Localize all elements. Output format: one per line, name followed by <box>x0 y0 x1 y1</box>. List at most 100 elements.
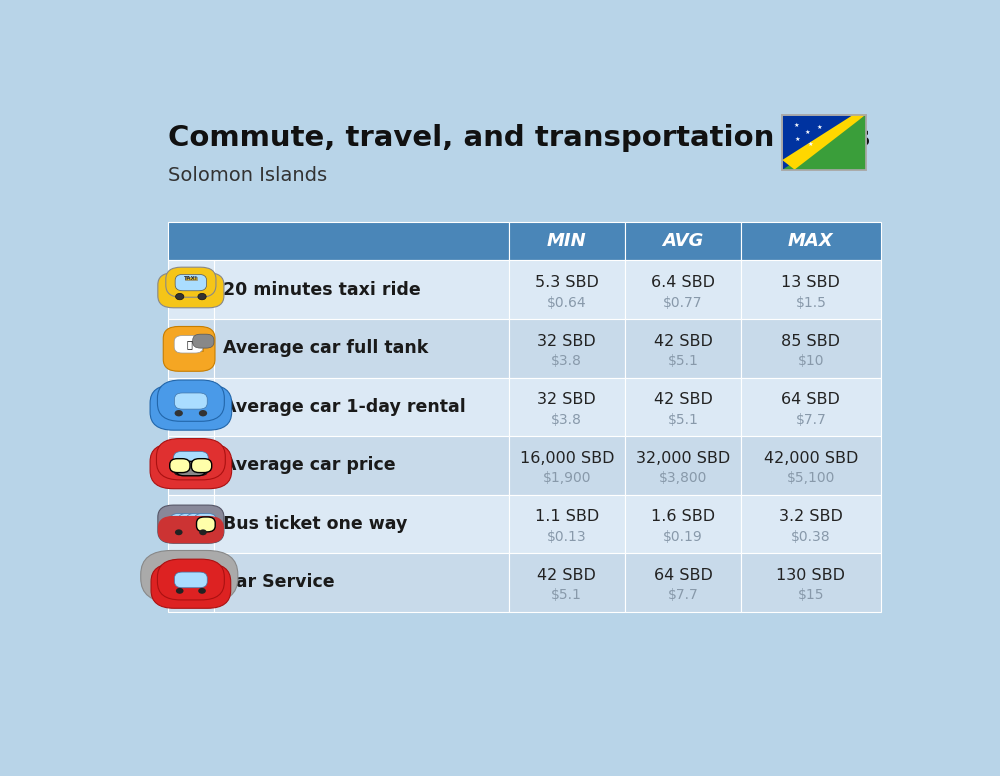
Circle shape <box>176 293 184 300</box>
Text: $5.1: $5.1 <box>668 413 698 427</box>
FancyBboxPatch shape <box>174 452 208 468</box>
FancyBboxPatch shape <box>214 494 509 553</box>
Text: 130 SBD: 130 SBD <box>776 568 845 583</box>
FancyBboxPatch shape <box>782 115 866 170</box>
FancyBboxPatch shape <box>158 273 224 308</box>
Circle shape <box>174 469 183 475</box>
FancyBboxPatch shape <box>150 385 232 430</box>
FancyBboxPatch shape <box>168 378 214 436</box>
Text: Car Service: Car Service <box>223 573 335 591</box>
FancyBboxPatch shape <box>175 572 207 587</box>
Polygon shape <box>782 115 866 170</box>
Text: Solomon Islands: Solomon Islands <box>168 166 327 185</box>
FancyBboxPatch shape <box>157 380 224 421</box>
FancyBboxPatch shape <box>625 436 741 494</box>
FancyBboxPatch shape <box>741 222 881 261</box>
FancyBboxPatch shape <box>191 459 212 473</box>
Text: Average car full tank: Average car full tank <box>223 339 429 357</box>
FancyBboxPatch shape <box>197 517 215 532</box>
Text: MAX: MAX <box>788 232 834 250</box>
Text: 32,000 SBD: 32,000 SBD <box>636 451 730 466</box>
Text: Average car 1-day rental: Average car 1-day rental <box>223 398 466 416</box>
FancyBboxPatch shape <box>625 494 741 553</box>
Text: 5.3 SBD: 5.3 SBD <box>535 275 599 290</box>
FancyBboxPatch shape <box>151 563 231 608</box>
Text: $0.64: $0.64 <box>547 296 587 310</box>
FancyBboxPatch shape <box>175 393 207 409</box>
Circle shape <box>175 529 183 535</box>
Text: ★: ★ <box>804 130 810 135</box>
Text: 13 SBD: 13 SBD <box>781 275 840 290</box>
FancyBboxPatch shape <box>194 514 216 529</box>
FancyBboxPatch shape <box>166 267 216 297</box>
FancyBboxPatch shape <box>741 319 881 378</box>
FancyBboxPatch shape <box>176 462 206 476</box>
FancyBboxPatch shape <box>158 505 224 543</box>
FancyBboxPatch shape <box>509 494 625 553</box>
Circle shape <box>176 588 184 594</box>
FancyBboxPatch shape <box>625 222 741 261</box>
Text: 16,000 SBD: 16,000 SBD <box>520 451 614 466</box>
FancyBboxPatch shape <box>168 261 214 319</box>
FancyBboxPatch shape <box>625 319 741 378</box>
Text: AVG: AVG <box>662 232 704 250</box>
Text: $7.7: $7.7 <box>668 588 698 602</box>
FancyBboxPatch shape <box>168 222 509 261</box>
Text: 32 SBD: 32 SBD <box>537 393 596 407</box>
Circle shape <box>199 410 207 417</box>
Text: 32 SBD: 32 SBD <box>537 334 596 348</box>
Text: 64 SBD: 64 SBD <box>654 568 712 583</box>
Text: 42 SBD: 42 SBD <box>654 393 712 407</box>
FancyBboxPatch shape <box>190 397 202 398</box>
Text: $0.38: $0.38 <box>791 530 831 544</box>
FancyBboxPatch shape <box>509 319 625 378</box>
FancyBboxPatch shape <box>741 378 881 436</box>
FancyBboxPatch shape <box>168 553 214 611</box>
Text: 85 SBD: 85 SBD <box>781 334 840 348</box>
Text: 42,000 SBD: 42,000 SBD <box>764 451 858 466</box>
FancyBboxPatch shape <box>150 444 232 489</box>
FancyBboxPatch shape <box>509 378 625 436</box>
FancyBboxPatch shape <box>509 553 625 611</box>
FancyBboxPatch shape <box>157 559 224 600</box>
Text: $7.7: $7.7 <box>796 413 826 427</box>
Circle shape <box>184 397 188 399</box>
FancyBboxPatch shape <box>214 553 509 611</box>
Text: $5.1: $5.1 <box>668 354 698 368</box>
Text: $3.8: $3.8 <box>551 354 582 368</box>
FancyBboxPatch shape <box>741 436 881 494</box>
Text: $0.13: $0.13 <box>547 530 587 544</box>
FancyBboxPatch shape <box>625 261 741 319</box>
Text: 20 minutes taxi ride: 20 minutes taxi ride <box>223 281 421 299</box>
Text: $0.19: $0.19 <box>663 530 703 544</box>
Text: $3.8: $3.8 <box>551 413 582 427</box>
Text: Average car price: Average car price <box>223 456 396 474</box>
FancyBboxPatch shape <box>509 261 625 319</box>
Text: MIN: MIN <box>547 232 587 250</box>
FancyBboxPatch shape <box>509 436 625 494</box>
Polygon shape <box>782 115 866 170</box>
FancyBboxPatch shape <box>625 553 741 611</box>
FancyBboxPatch shape <box>168 494 214 553</box>
Text: ★: ★ <box>807 142 813 147</box>
FancyBboxPatch shape <box>741 553 881 611</box>
Text: 💧: 💧 <box>186 339 192 349</box>
Circle shape <box>182 394 190 400</box>
Text: 64 SBD: 64 SBD <box>781 393 840 407</box>
Text: 3.2 SBD: 3.2 SBD <box>779 509 843 525</box>
FancyBboxPatch shape <box>156 438 225 480</box>
Circle shape <box>199 529 207 535</box>
FancyBboxPatch shape <box>163 327 215 371</box>
FancyBboxPatch shape <box>185 277 197 279</box>
Text: ★: ★ <box>817 125 822 130</box>
Text: Bus ticket one way: Bus ticket one way <box>223 515 408 533</box>
Text: 42 SBD: 42 SBD <box>654 334 712 348</box>
FancyBboxPatch shape <box>178 514 200 529</box>
FancyBboxPatch shape <box>158 516 224 543</box>
FancyBboxPatch shape <box>214 319 509 378</box>
Text: $1,900: $1,900 <box>542 471 591 485</box>
Text: $0.77: $0.77 <box>663 296 703 310</box>
Circle shape <box>198 588 206 594</box>
FancyBboxPatch shape <box>186 514 208 529</box>
FancyBboxPatch shape <box>214 436 509 494</box>
